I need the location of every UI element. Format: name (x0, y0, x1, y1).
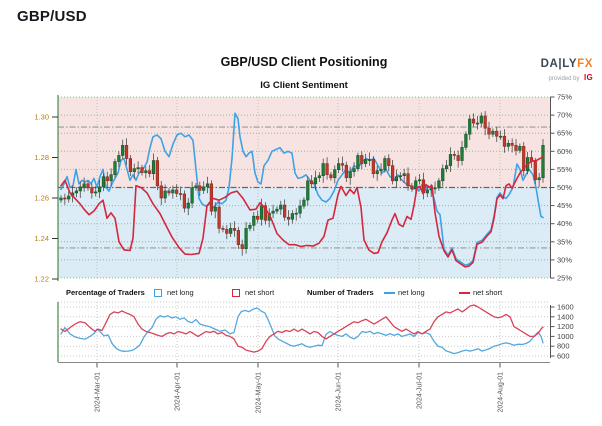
pct-axis-label: 50% (557, 183, 572, 192)
chart-subtitle: IG Client Sentiment (260, 80, 348, 91)
legend-num-net-short-swatch (459, 292, 470, 294)
num-net-short-line (60, 304, 544, 353)
legend-pct-net-long-swatch (154, 289, 162, 297)
legend-num-net-short-label: net short (473, 288, 503, 297)
num-net-long-line (60, 307, 544, 355)
main-axes: 1.30 1.28 1.26 1.24 1.22 75% 70% 65% 60% 55% 50% 45… (34, 93, 572, 284)
pct-axis-label: 55% (557, 165, 572, 174)
instrument-title: GBP/USD (17, 8, 87, 25)
pct-axis-label: 45% (557, 201, 572, 210)
price-axis-label: 1.24 (34, 234, 49, 243)
pct-axis-label: 75% (557, 93, 572, 102)
price-axis-label: 1.28 (34, 153, 49, 162)
count-axis-label: 1400 (557, 312, 574, 321)
net-long-pct-line (60, 112, 544, 266)
date-axis-label: 2024-May-01 (256, 372, 263, 413)
legend-num-net-long-label: net long (398, 288, 425, 297)
lower-gridlines (58, 301, 550, 362)
pct-axis-label: 65% (557, 129, 572, 138)
legend-pct-net-short-label: net short (245, 288, 275, 297)
date-axis-label: 2024-Jun-01 (336, 372, 343, 411)
legend-pct-title: Percentage of Traders (66, 288, 145, 297)
date-axis-label: 2024-Aug-01 (498, 372, 505, 413)
pct-axis-label: 40% (557, 219, 572, 228)
count-axis-label: 800 (557, 342, 570, 351)
pct-axis-label: 30% (557, 255, 572, 264)
date-axis: 2024-Mar-01 2024-Apr-01 2024-May-01 2024-Ju… (95, 363, 505, 413)
legend-num-net-long-swatch (384, 292, 395, 294)
chart-title: GBP/USD Client Positioning (220, 55, 388, 69)
count-axis-label: 1600 (557, 303, 574, 312)
net-short-pct-line (60, 155, 544, 268)
legend-pct-net-long-label: net long (167, 288, 194, 297)
pct-axis-label: 25% (557, 274, 572, 283)
dailyfx-logo: DA|LYFX provided by IG (541, 57, 593, 85)
pct-axis-label: 60% (557, 147, 572, 156)
pct-axis-label: 35% (557, 237, 572, 246)
pct-axis-label: 70% (557, 111, 572, 120)
date-axis-label: 2024-Apr-01 (175, 372, 182, 411)
price-axis-label: 1.30 (34, 113, 49, 122)
price-axis-label: 1.22 (34, 275, 49, 284)
provided-by-label: provided by (548, 76, 580, 82)
dailyfx-wordmark: DA|LY (540, 58, 578, 70)
date-axis-label: 2024-Jul-01 (417, 372, 424, 409)
legend-pct-net-short-swatch (232, 289, 240, 297)
candles (59, 111, 545, 256)
count-axis-label: 1200 (557, 322, 574, 331)
legend-num-title: Number of Traders (307, 288, 374, 297)
price-axis-label: 1.26 (34, 194, 49, 203)
dailyfx-fx: FX (577, 58, 593, 70)
date-axis-label: 2024-Mar-01 (95, 372, 102, 412)
count-axis-label: 600 (557, 352, 570, 361)
ig-logo: IG (583, 73, 593, 82)
count-axis-label: 1000 (557, 332, 574, 341)
